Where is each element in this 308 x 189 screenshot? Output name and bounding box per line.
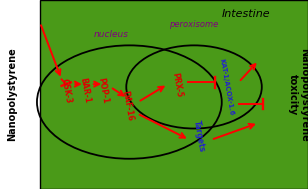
Text: Intestine: Intestine <box>222 9 271 19</box>
Text: peroxisome: peroxisome <box>169 20 219 29</box>
Text: BAR-1: BAR-1 <box>78 77 91 104</box>
Text: Nanopolystyrene
toxicity: Nanopolystyrene toxicity <box>288 48 308 141</box>
Text: PRX-5: PRX-5 <box>171 72 184 98</box>
Text: POP-1: POP-1 <box>96 77 110 105</box>
Text: nucleus: nucleus <box>93 29 128 39</box>
Text: KAT-1/ACOX-1.6: KAT-1/ACOX-1.6 <box>218 58 234 116</box>
Bar <box>40 0 308 189</box>
Text: Nanopolystyrene: Nanopolystyrene <box>7 48 17 141</box>
Text: DAF-16: DAF-16 <box>121 90 135 122</box>
Text: Targets: Targets <box>192 119 206 153</box>
Text: GSK-3: GSK-3 <box>59 77 73 104</box>
